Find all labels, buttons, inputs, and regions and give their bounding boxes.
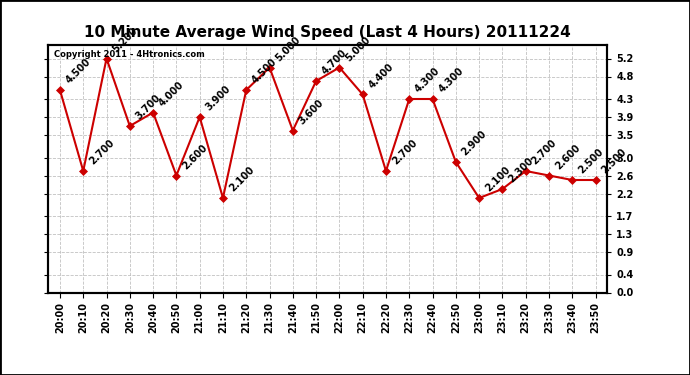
Text: Copyright 2011 - 4Htronics.com: Copyright 2011 - 4Htronics.com	[54, 50, 205, 59]
Text: 4.700: 4.700	[320, 48, 349, 77]
Text: 4.400: 4.400	[367, 62, 395, 90]
Text: 3.700: 3.700	[134, 93, 163, 122]
Text: 5.000: 5.000	[344, 34, 373, 63]
Text: 2.500: 2.500	[600, 147, 629, 176]
Text: 4.500: 4.500	[250, 57, 279, 86]
Text: 2.600: 2.600	[553, 142, 582, 171]
Text: 5.000: 5.000	[274, 34, 302, 63]
Text: 2.900: 2.900	[460, 129, 489, 158]
Text: 2.100: 2.100	[483, 165, 512, 194]
Text: 3.600: 3.600	[297, 98, 326, 126]
Text: 2.300: 2.300	[506, 156, 535, 185]
Title: 10 Minute Average Wind Speed (Last 4 Hours) 20111224: 10 Minute Average Wind Speed (Last 4 Hou…	[84, 25, 571, 40]
Text: 4.500: 4.500	[64, 57, 93, 86]
Text: 3.900: 3.900	[204, 84, 233, 113]
Text: 4.300: 4.300	[437, 66, 466, 95]
Text: 2.700: 2.700	[390, 138, 419, 167]
Text: 5.200: 5.200	[110, 26, 139, 54]
Text: 2.100: 2.100	[227, 165, 256, 194]
Text: 2.700: 2.700	[88, 138, 116, 167]
Text: 4.000: 4.000	[157, 80, 186, 108]
Text: 4.300: 4.300	[413, 66, 442, 95]
Text: 2.500: 2.500	[576, 147, 605, 176]
Text: 2.700: 2.700	[530, 138, 559, 167]
Text: 2.600: 2.600	[181, 142, 209, 171]
